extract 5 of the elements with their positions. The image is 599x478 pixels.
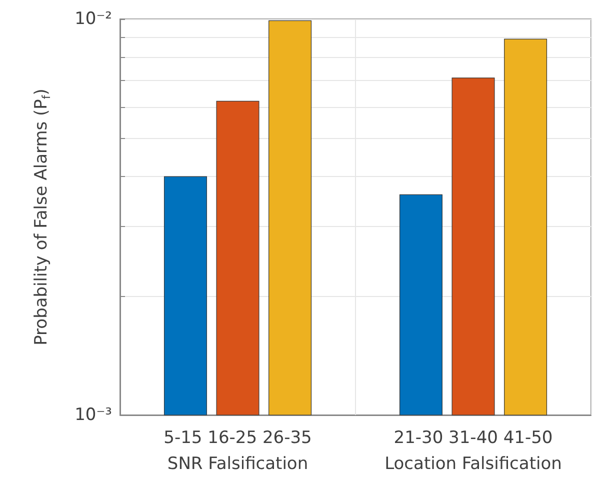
y-axis-title: Probability of False Alarms (Pf) (32, 88, 53, 346)
y-tick-label: 10⁻³ (74, 405, 112, 425)
x-tick-label: 5-15 16-25 26-35 SNR Falsification (164, 428, 312, 474)
y-tick-label: 10⁻² (74, 9, 112, 29)
x-tick-label: 21-30 31-40 41-50 Location Falsification (384, 428, 562, 474)
